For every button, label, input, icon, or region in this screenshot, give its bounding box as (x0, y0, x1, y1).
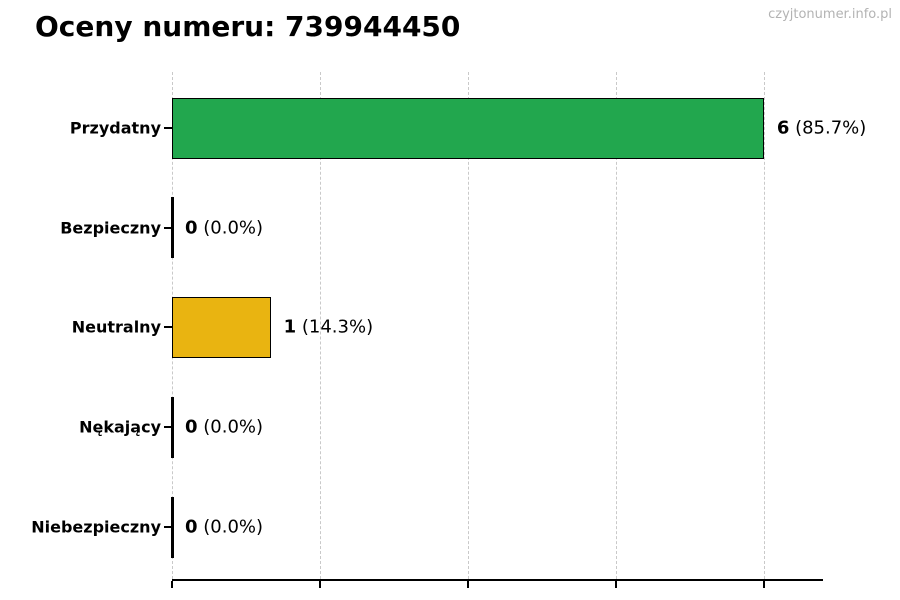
value-percent: (0.0%) (197, 516, 264, 538)
bar-bezpieczny (170, 197, 174, 258)
x-axis-line (172, 579, 823, 581)
x-axis-tick (171, 581, 173, 588)
gridline (763, 72, 765, 579)
value-label-neutralny: 1 (14.3%) (284, 317, 373, 338)
y-axis-tick (164, 426, 172, 428)
gridline (467, 72, 469, 579)
value-count: 0 (185, 416, 198, 438)
value-count: 0 (185, 217, 198, 238)
value-label-niebezpieczny: 0 (0.0%) (185, 517, 263, 538)
x-axis-tick (762, 581, 765, 588)
category-label-neutralny: Neutralny (71, 317, 161, 337)
x-axis-tick (614, 581, 617, 588)
value-label-przydatny: 6 (85.7%) (777, 118, 866, 139)
chart-title: Oceny numeru: 739944450 (35, 10, 461, 43)
bar-neutralny (172, 296, 271, 358)
value-percent: (85.7%) (789, 117, 867, 139)
value-count: 6 (776, 117, 790, 139)
y-axis-tick (164, 127, 172, 129)
value-percent: (0.0%) (197, 416, 264, 438)
bar-przydatny (172, 97, 764, 159)
bar-niebezpieczny (170, 496, 174, 558)
value-count: 1 (283, 316, 297, 338)
y-axis-tick (164, 526, 172, 528)
x-axis-tick (318, 581, 321, 588)
gridline (615, 72, 617, 579)
watermark-text: czyjtonumer.info.pl (768, 7, 892, 22)
category-label-niebezpieczny: Niebezpieczny (31, 517, 161, 537)
value-label-bezpieczny: 0 (0.0%) (185, 217, 263, 238)
y-axis-tick (164, 326, 172, 328)
category-label-przydatny: Przydatny (69, 118, 161, 138)
category-label-bezpieczny: Bezpieczny (60, 218, 161, 237)
value-count: 0 (185, 516, 198, 538)
bar-nękający (170, 396, 174, 458)
y-axis-tick (164, 226, 172, 229)
gridline (319, 72, 321, 579)
value-label-nękający: 0 (0.0%) (185, 417, 263, 438)
category-label-nękający: Nękający (79, 417, 161, 437)
value-percent: (0.0%) (197, 217, 264, 238)
x-axis-tick (466, 581, 469, 588)
value-percent: (14.3%) (296, 316, 374, 338)
